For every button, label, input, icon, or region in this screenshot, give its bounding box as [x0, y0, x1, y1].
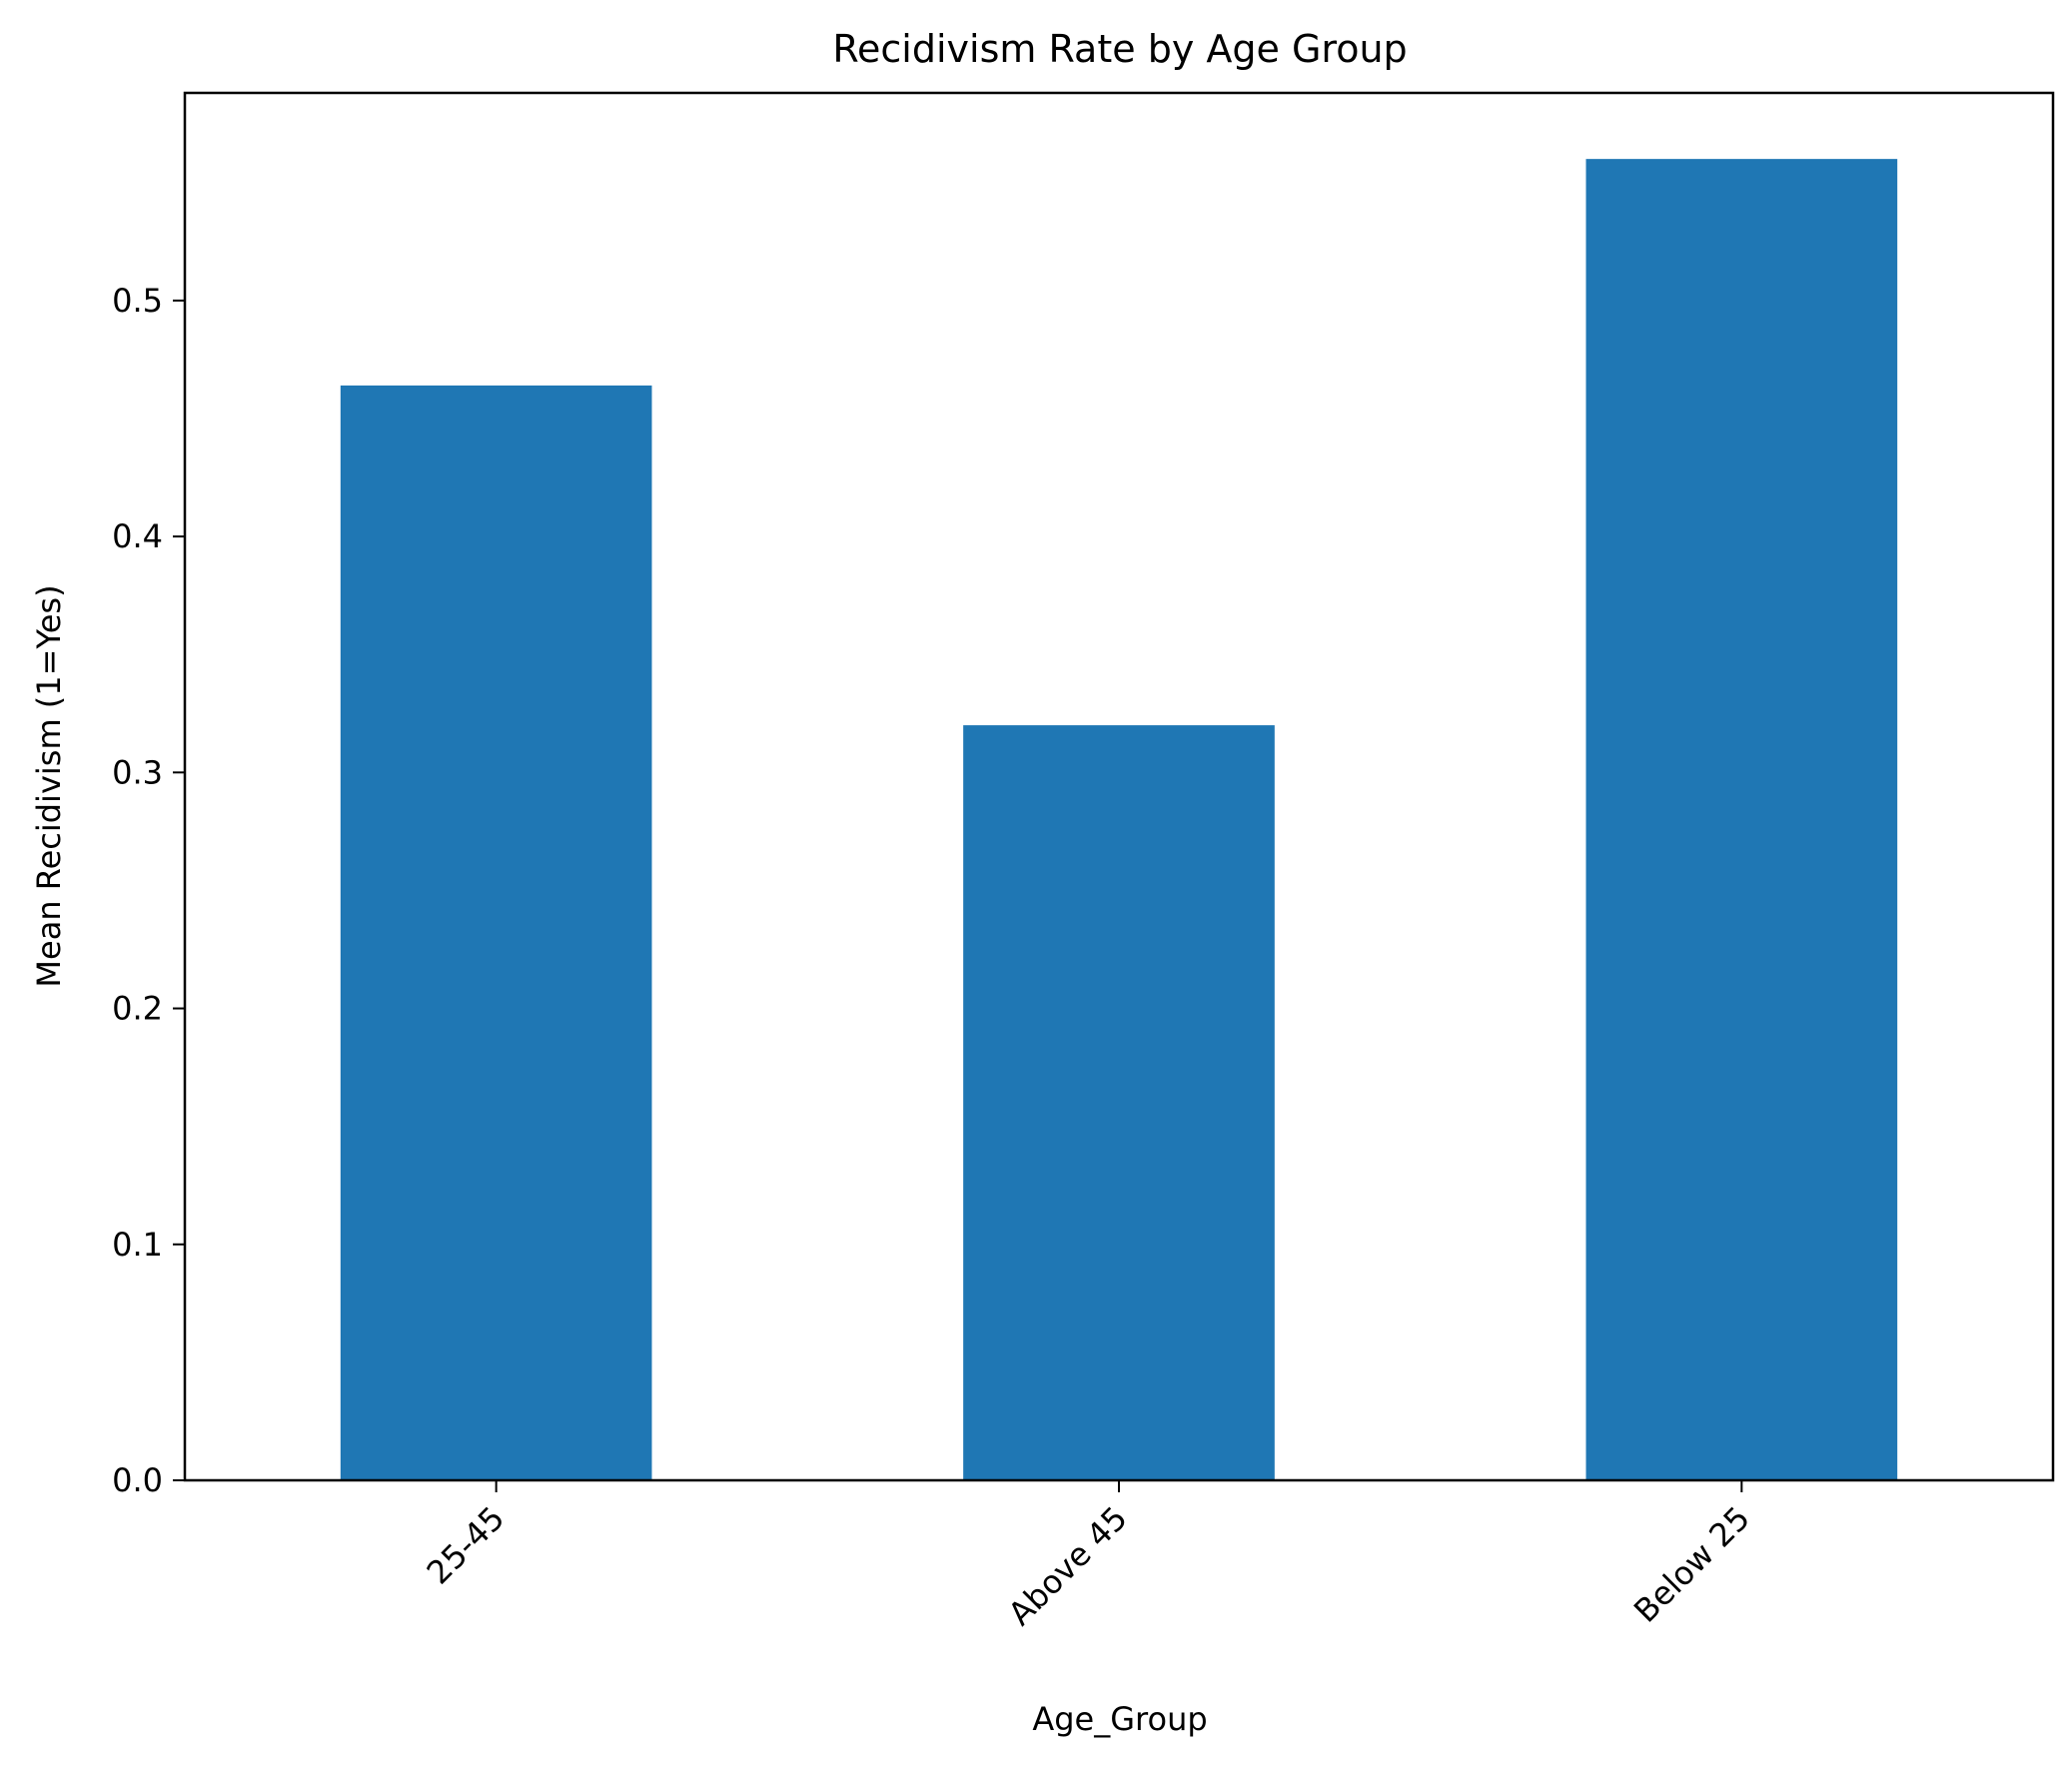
- y-tick-label: 0.1: [112, 1226, 163, 1264]
- y-tick-label: 0.5: [112, 282, 163, 320]
- chart-title: Recidivism Rate by Age Group: [832, 27, 1407, 71]
- y-tick-label: 0.0: [112, 1461, 163, 1499]
- bar-below-25: [1585, 159, 1898, 1481]
- y-axis-ticks: 0.0 0.1 0.2 0.3 0.4 0.5: [112, 282, 185, 1499]
- y-axis-label: Mean Recidivism (1=Yes): [30, 584, 68, 987]
- bar-25-45: [340, 385, 652, 1481]
- y-tick-label: 0.3: [112, 753, 163, 791]
- bars-layer: [340, 159, 1898, 1481]
- y-tick-label: 0.2: [112, 990, 163, 1028]
- x-axis-label: Age_Group: [1032, 1700, 1207, 1738]
- plot-frame: [183, 91, 2055, 1482]
- y-tick-label: 0.4: [112, 517, 163, 555]
- bar-above-45: [963, 725, 1275, 1480]
